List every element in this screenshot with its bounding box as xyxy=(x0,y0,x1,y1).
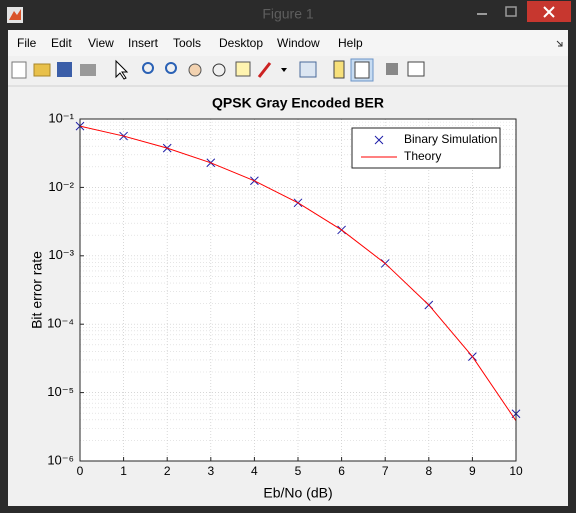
x-tick-label: 6 xyxy=(338,464,345,478)
y-tick-label: 10⁻¹ xyxy=(48,110,74,125)
pointer-icon[interactable] xyxy=(115,59,129,80)
menu-item[interactable]: Edit xyxy=(51,36,72,50)
legend-label: Theory xyxy=(404,149,441,163)
y-tick-label: 10⁻⁴ xyxy=(47,316,74,331)
y-axis-label: Bit error rate xyxy=(29,251,45,329)
legend-icon[interactable] xyxy=(354,61,370,79)
show-tools-icon[interactable] xyxy=(407,61,425,77)
hide-tools-icon[interactable] xyxy=(386,63,398,75)
x-tick-label: 9 xyxy=(469,464,476,478)
y-tick-label: 10⁻² xyxy=(48,179,74,194)
toolbar xyxy=(8,56,568,84)
link-icon[interactable] xyxy=(299,61,317,78)
app-icon-glyph xyxy=(9,9,21,20)
print-icon[interactable] xyxy=(80,64,96,76)
maximize-glyph xyxy=(505,6,517,17)
y-tick-label: 10⁻³ xyxy=(48,247,74,262)
menu-bar xyxy=(8,30,568,56)
zoom-out-icon[interactable] xyxy=(165,62,177,74)
y-tick-label: 10⁻⁵ xyxy=(47,384,74,399)
menu-item[interactable]: Window xyxy=(277,36,320,50)
x-tick-label: 10 xyxy=(509,464,523,478)
x-tick-label: 2 xyxy=(164,464,171,478)
brush-menu[interactable] xyxy=(281,68,287,72)
x-tick-label: 4 xyxy=(251,464,258,478)
chart-title: QPSK Gray Encoded BER xyxy=(212,95,384,111)
menu-item[interactable]: Help xyxy=(338,36,363,50)
legend-swatch-marker xyxy=(374,135,384,145)
x-axis-label: Eb/No (dB) xyxy=(263,485,332,501)
dock-arrow[interactable] xyxy=(556,40,563,47)
pan-icon[interactable] xyxy=(188,63,202,77)
close-glyph xyxy=(543,6,555,18)
menu-item[interactable]: View xyxy=(88,36,114,50)
rotate-icon[interactable] xyxy=(212,63,226,77)
x-tick-label: 1 xyxy=(120,464,127,478)
menu-item[interactable]: Desktop xyxy=(219,36,263,50)
x-tick-label: 3 xyxy=(207,464,214,478)
legend-box xyxy=(351,127,501,169)
y-tick-label: 10⁻⁶ xyxy=(47,452,74,467)
minimize-button[interactable] xyxy=(468,2,496,22)
toolbar-icons xyxy=(11,58,425,82)
maximize-button[interactable] xyxy=(498,2,525,22)
x-tick-label: 7 xyxy=(382,464,389,478)
series-line xyxy=(79,125,517,422)
x-tick-label: 5 xyxy=(295,464,302,478)
zoom-in-icon[interactable] xyxy=(142,62,154,74)
open-icon[interactable] xyxy=(33,63,51,77)
datacursor-icon[interactable] xyxy=(235,61,251,77)
x-tick-label: 0 xyxy=(77,464,84,478)
colorbar-icon[interactable] xyxy=(333,60,345,79)
menu-item[interactable]: Tools xyxy=(173,36,201,50)
axes-box xyxy=(79,118,517,462)
new-icon[interactable] xyxy=(11,61,27,79)
menu-item[interactable]: Insert xyxy=(128,36,159,50)
menu-item[interactable]: File xyxy=(17,36,37,50)
brush-icon[interactable] xyxy=(257,62,272,78)
window-title: Figure 1 xyxy=(262,6,314,22)
save-icon[interactable] xyxy=(57,62,72,77)
legend-label: Binary Simulation xyxy=(404,132,497,146)
x-tick-label: 8 xyxy=(425,464,432,478)
